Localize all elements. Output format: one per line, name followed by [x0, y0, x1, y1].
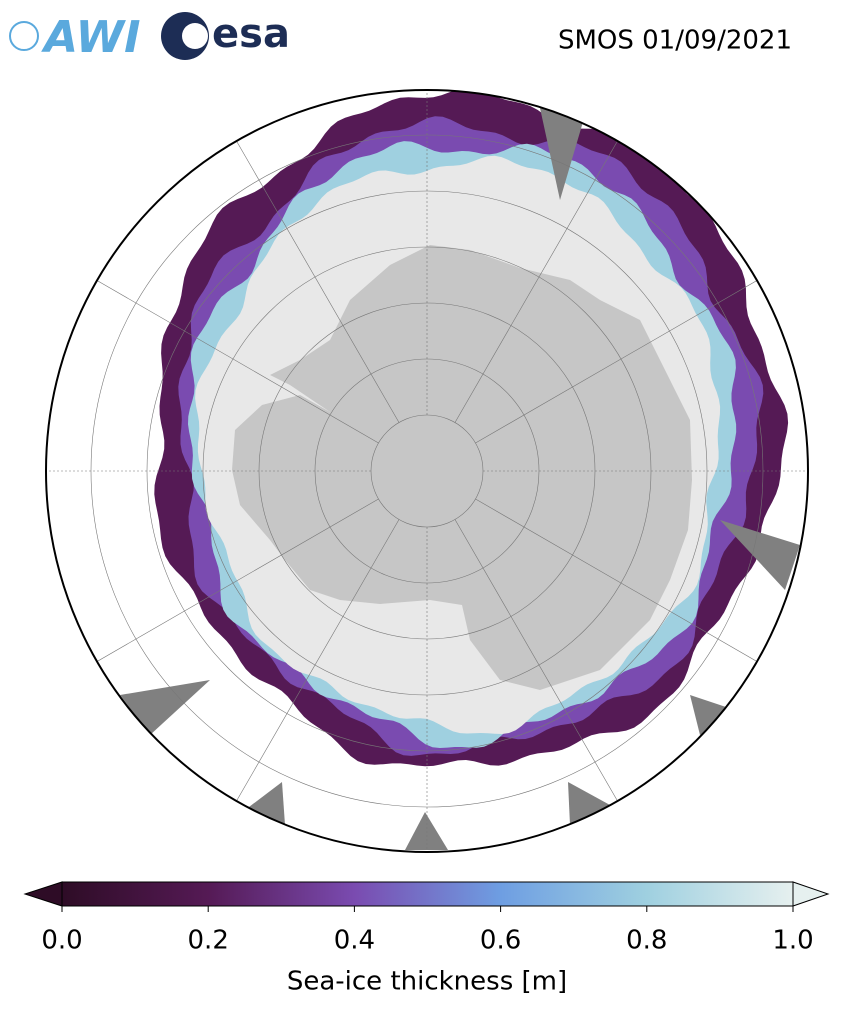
graticule-meridian: [454, 519, 628, 818]
awi-globe: [9, 21, 39, 51]
map-frame: [45, 89, 809, 853]
land-mask: [540, 108, 585, 200]
graticule-meridian: [226, 519, 400, 818]
colorbar-tick-label: 0.4: [334, 926, 375, 956]
continent: [232, 245, 692, 690]
colorbar-tick-label: 0.8: [626, 926, 667, 956]
land-mask: [690, 695, 735, 735]
colorbar-tick-label: 0.0: [41, 926, 82, 956]
esa-mark-inner: [182, 23, 208, 49]
graticule-meridian: [475, 498, 774, 672]
colorbar-tick-label: 0.6: [480, 926, 521, 956]
graticule-meridian: [226, 124, 400, 423]
colorbar-label: Sea-ice thickness [m]: [287, 967, 567, 997]
colorbar-tick-label: 0.2: [188, 926, 229, 956]
colorbar-extend-high: [792, 881, 830, 907]
graticule-meridian: [80, 498, 379, 672]
esa-text: esa: [212, 11, 290, 57]
land-mask: [245, 782, 285, 825]
land-mask: [568, 782, 610, 825]
land-mask: [120, 680, 210, 735]
graticule-meridian: [454, 124, 628, 423]
title: SMOS 01/09/2021: [558, 26, 792, 56]
esa-logo: esa: [161, 11, 290, 60]
awi-text: AWI: [41, 12, 141, 63]
graticule-meridian: [475, 270, 774, 444]
map: [46, 90, 808, 852]
land-mask: [720, 520, 800, 590]
graticule-meridian: [80, 270, 379, 444]
colorbar-extend-low: [23, 881, 63, 907]
colorbar-gradient: [61, 881, 794, 907]
awi-logo: AWI: [9, 12, 141, 63]
colorbar-tick-label: 1.0: [772, 926, 813, 956]
colorbar: 0.0 0.2 0.4 0.6 0.8 1.0 Sea-ice thickness [m]: [23, 881, 830, 997]
land-mask: [405, 812, 448, 850]
